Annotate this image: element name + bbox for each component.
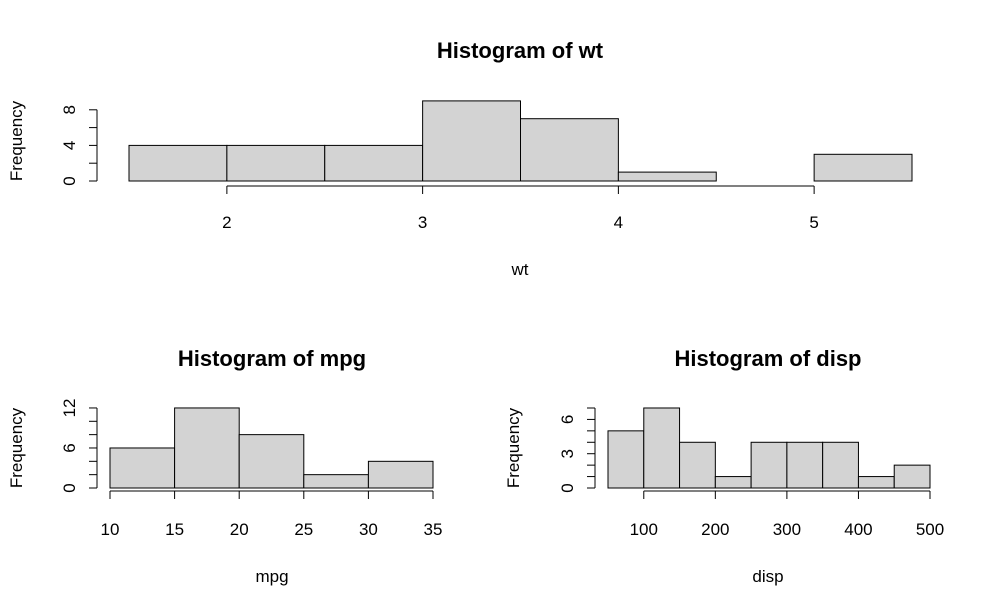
x-tick-label: 400 (844, 520, 872, 539)
y-tick-label: 6 (60, 443, 79, 452)
x-tick-label: 4 (614, 213, 623, 232)
x-tick-label: 20 (230, 520, 249, 539)
x-tick-label: 25 (294, 520, 313, 539)
x-axis-label: disp (752, 567, 783, 586)
bars-group (128, 100, 913, 182)
histogram-bar (714, 476, 752, 489)
x-tick-label: 10 (101, 520, 120, 539)
y-axis: 0 4 8 (60, 105, 98, 186)
histogram-bar (750, 441, 788, 489)
y-tick-label: 6 (558, 415, 577, 424)
y-tick-label: 12 (60, 398, 79, 417)
x-tick-label: 200 (701, 520, 729, 539)
histogram-bar (822, 441, 859, 489)
histogram-bar (893, 464, 931, 489)
histogram-panel-mpg: Histogram of mpg mpg Frequency 10 15 20 25 3… (7, 346, 442, 586)
chart-title: Histogram of disp (674, 346, 861, 371)
histogram-bar (109, 447, 176, 489)
y-axis-label: Frequency (7, 407, 26, 488)
x-tick-label: 15 (165, 520, 184, 539)
x-axis-label: wt (511, 260, 529, 279)
x-axis: 100 200 300 400 500 (630, 490, 944, 539)
y-axis: 0 3 6 (558, 407, 596, 493)
x-axis-label: mpg (255, 567, 288, 586)
y-tick-label: 4 (60, 141, 79, 150)
histogram-bar (679, 441, 716, 489)
x-axis: 10 15 20 25 30 35 (101, 490, 443, 539)
histogram-bar (422, 100, 521, 182)
histogram-bar (128, 144, 228, 182)
histogram-bar (324, 144, 424, 182)
histogram-bar (857, 476, 895, 489)
y-tick-label: 0 (60, 483, 79, 492)
x-tick-label: 35 (424, 520, 443, 539)
x-tick-label: 2 (222, 213, 231, 232)
chart-title: Histogram of wt (437, 38, 604, 63)
y-axis: 0 6 12 (60, 398, 98, 493)
x-tick-label: 3 (418, 213, 427, 232)
y-tick-label: 0 (60, 176, 79, 185)
x-tick-label: 100 (630, 520, 658, 539)
histogram-bar (786, 441, 824, 489)
histogram-bar (303, 474, 369, 489)
x-tick-label: 30 (359, 520, 378, 539)
histogram-panel-disp: Histogram of disp disp Frequency 100 200 3… (504, 346, 944, 586)
histogram-bar (643, 407, 681, 489)
histogram-bar (226, 144, 326, 182)
histogram-bar (520, 118, 619, 182)
bars-group (109, 407, 434, 489)
y-tick-label: 0 (558, 483, 577, 492)
x-tick-label: 300 (773, 520, 801, 539)
bars-group (607, 407, 931, 489)
x-axis: 2 3 4 5 (222, 185, 819, 232)
histogram-bar (607, 430, 645, 489)
y-tick-label: 8 (60, 105, 79, 114)
y-tick-label: 3 (558, 449, 577, 458)
histogram-panel-wt: Histogram of wt wt Frequency 2 3 4 5 0 4 8 (7, 38, 913, 279)
histogram-bar (617, 171, 717, 182)
histogram-bar (813, 153, 913, 182)
x-tick-label: 5 (809, 213, 818, 232)
histogram-bar (367, 460, 434, 489)
y-axis-label: Frequency (7, 100, 26, 181)
y-axis-label: Frequency (504, 407, 523, 488)
x-tick-label: 500 (916, 520, 944, 539)
chart-title: Histogram of mpg (178, 346, 366, 371)
histogram-bar (238, 434, 305, 489)
histogram-bar (174, 407, 240, 489)
